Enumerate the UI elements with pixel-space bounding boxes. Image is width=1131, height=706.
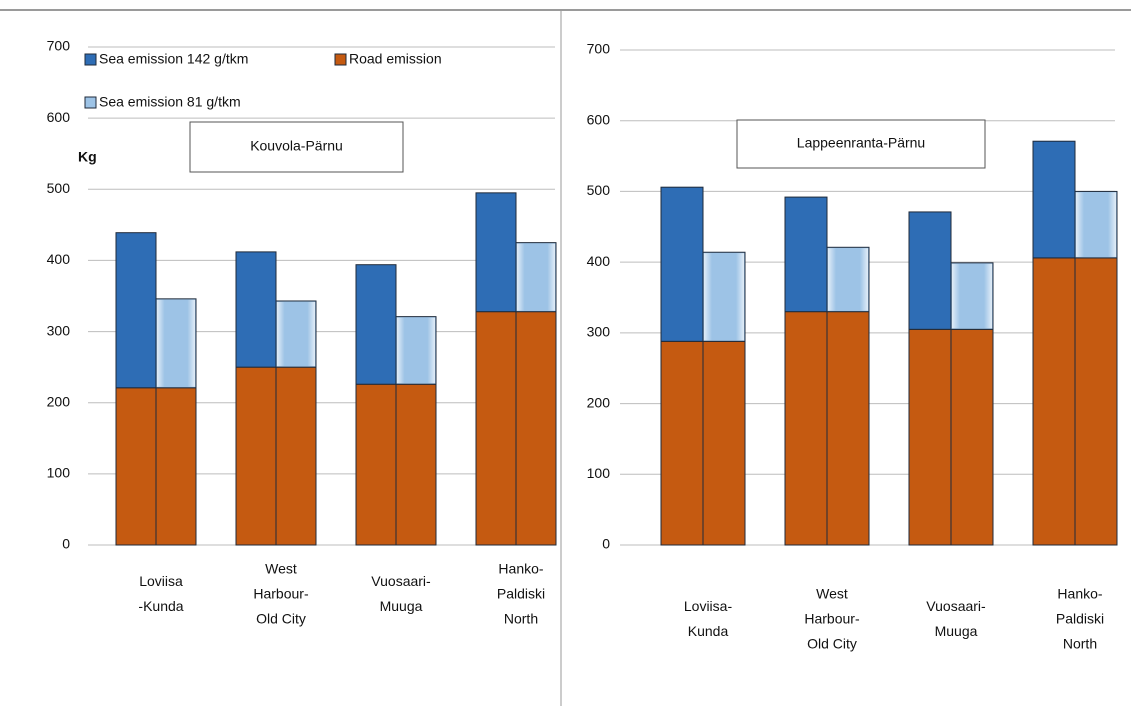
bar-segment — [515, 242, 557, 313]
y-tick-label: 500 — [47, 180, 71, 196]
x-tick-label: West — [265, 561, 297, 577]
bar-segment — [908, 211, 952, 330]
x-tick-label: Muuga — [935, 623, 978, 639]
bar-segment — [908, 328, 952, 546]
x-tick-label: North — [504, 611, 538, 627]
bar-segment — [660, 186, 704, 342]
y-tick-label: 700 — [47, 38, 71, 54]
x-tick-label: Harbour- — [804, 611, 860, 627]
bar-segment — [155, 387, 197, 546]
legend-label: Sea emission 142 g/tkm — [99, 51, 248, 67]
x-tick-label: Kunda — [688, 623, 729, 639]
bar-segment — [950, 262, 994, 330]
bar-segment — [155, 298, 197, 389]
x-tick-label: Harbour- — [253, 586, 309, 602]
bar-segment — [275, 300, 317, 368]
bar-segment — [1074, 257, 1118, 546]
y-tick-label: 300 — [587, 324, 611, 340]
y-tick-label: 500 — [587, 182, 611, 198]
bar-segment — [475, 192, 517, 313]
bar-segment — [784, 196, 828, 313]
y-tick-label: 0 — [62, 536, 70, 552]
legend-swatch — [84, 53, 97, 66]
legend-swatch — [334, 53, 347, 66]
y-tick-label: 0 — [602, 536, 610, 552]
x-tick-label: Vuosaari- — [926, 598, 986, 614]
x-tick-label: Muuga — [380, 598, 423, 614]
bar-segment — [1032, 140, 1076, 259]
bar-segment — [395, 316, 437, 385]
y-axis-label: Kg — [78, 149, 97, 165]
y-tick-label: 300 — [47, 322, 71, 338]
bar-segment — [115, 232, 157, 389]
x-tick-label: Old City — [256, 611, 306, 627]
bar-segment — [950, 328, 994, 546]
bar-segment — [475, 311, 517, 546]
bar-segment — [660, 340, 704, 546]
title-box — [736, 119, 986, 169]
x-tick-label: Old City — [807, 636, 857, 652]
x-tick-label: North — [1063, 636, 1097, 652]
x-tick-label: Loviisa — [139, 573, 183, 589]
bar-segment — [784, 311, 828, 546]
bar-segment — [355, 383, 397, 546]
y-tick-label: 600 — [47, 109, 71, 125]
bar-segment — [235, 366, 277, 546]
chart-title: Lappeenranta-Pärnu — [797, 135, 925, 151]
x-tick-label: Hanko- — [1057, 586, 1102, 602]
x-tick-label: -Kunda — [138, 598, 183, 614]
y-tick-label: 200 — [587, 394, 611, 410]
bar-segment — [355, 264, 397, 385]
bar-segment — [702, 340, 746, 546]
y-tick-label: 100 — [47, 465, 71, 481]
bar-segment — [235, 251, 277, 368]
x-tick-label: Loviisa- — [684, 598, 733, 614]
x-tick-label: Paldiski — [497, 586, 545, 602]
legend-swatch — [84, 96, 97, 109]
y-tick-label: 400 — [47, 251, 71, 267]
x-tick-label: Vuosaari- — [371, 573, 431, 589]
chart-right: 0 100 200 300 400 500 600 700 Loviisa- Kunda West H… — [587, 41, 1118, 652]
chart-left: 0 100 200 300 400 500 600 700 Loviisa -Kunda West H… — [47, 38, 557, 627]
y-tick-label: 200 — [47, 393, 71, 409]
bar-segment — [826, 246, 870, 313]
bar-segment — [395, 383, 437, 546]
title-box — [189, 121, 404, 173]
bar-segment — [515, 311, 557, 546]
y-tick-label: 700 — [587, 41, 611, 57]
bar-segment — [702, 251, 746, 342]
bar-segment — [1074, 190, 1118, 259]
x-tick-label: Paldiski — [1056, 611, 1104, 627]
legend-label: Sea emission 81 g/tkm — [99, 94, 241, 110]
bar-segment — [275, 366, 317, 546]
y-tick-label: 600 — [587, 111, 611, 127]
legend-label: Road emission — [349, 51, 442, 67]
bar-segment — [1032, 257, 1076, 546]
x-tick-label: Hanko- — [498, 561, 543, 577]
bar-segment — [115, 387, 157, 546]
chart-title: Kouvola-Pärnu — [250, 138, 343, 154]
y-tick-label: 100 — [587, 465, 611, 481]
bar-segment — [826, 311, 870, 546]
x-tick-label: West — [816, 586, 848, 602]
y-tick-label: 400 — [587, 253, 611, 269]
